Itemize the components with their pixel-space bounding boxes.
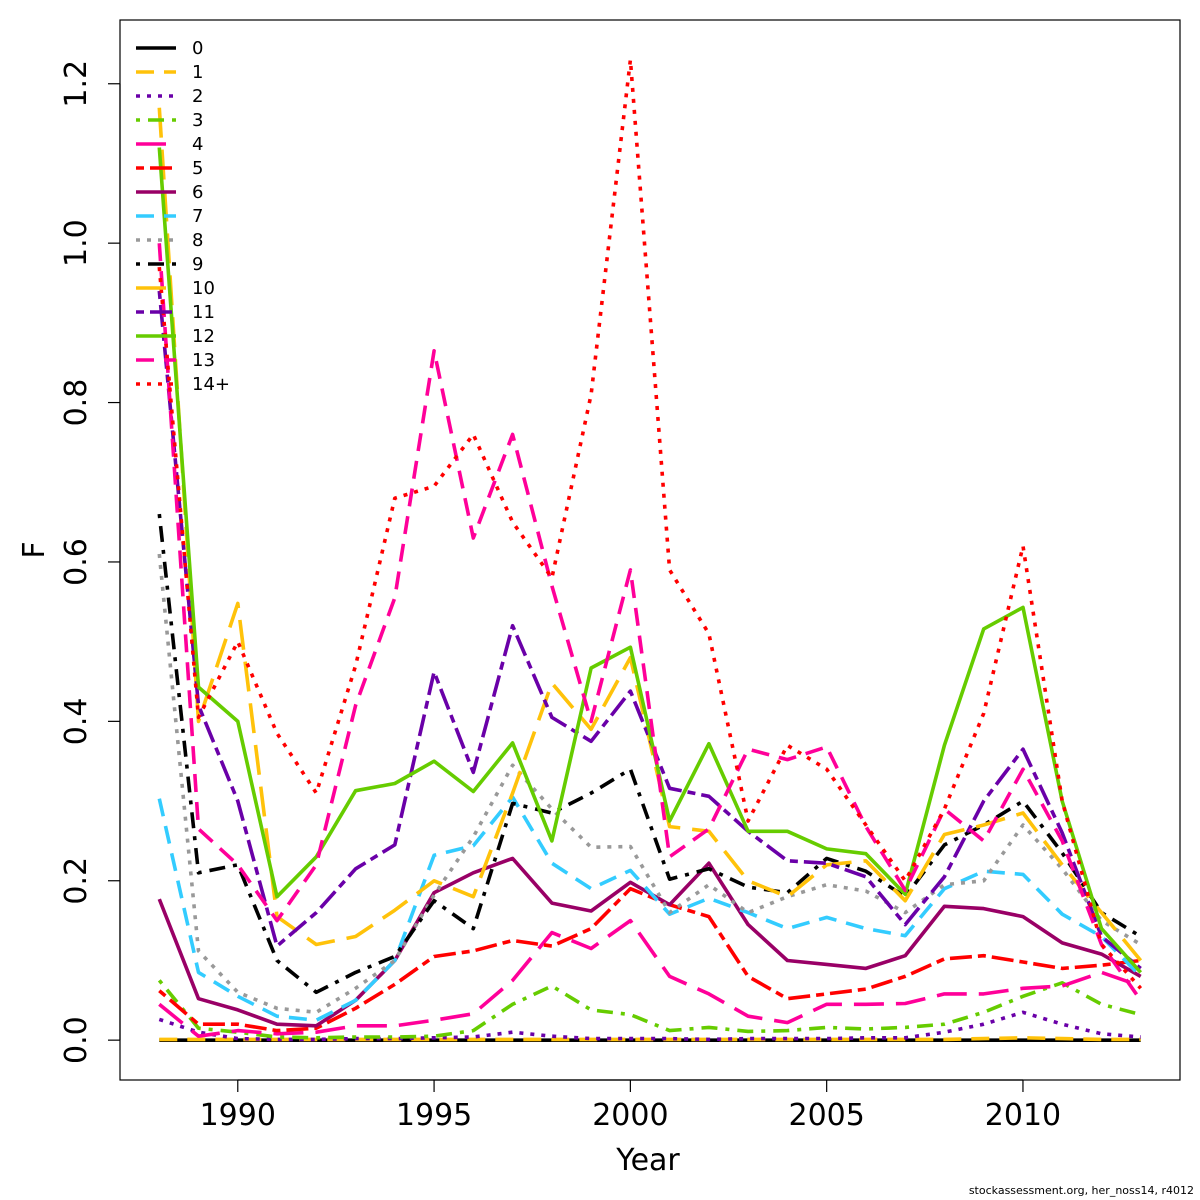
y-tick-label: 0.8 [59,379,94,427]
legend-label: 14+ [192,374,230,395]
legend-label: 13 [192,350,215,371]
series-line-10 [157,107,1143,962]
y-tick-label: 0.2 [59,857,94,905]
x-tick-label: 2005 [788,1098,864,1133]
series-line-9 [157,513,1142,995]
x-tick-label: 1990 [200,1098,276,1133]
y-tick-label: 0.4 [59,697,94,745]
y-tick-label: 1.2 [59,60,94,108]
legend-label: 11 [192,302,215,323]
legend-label: 7 [192,206,203,227]
y-tick-label: 0.0 [59,1016,94,1064]
series-line-12 [157,147,1143,974]
y-tick-label: 1.0 [59,219,94,267]
legend-label: 3 [192,110,203,131]
legend-label: 9 [192,254,203,275]
x-axis-title: Year [615,1143,680,1178]
x-tick-label: 1995 [396,1098,472,1133]
x-tick-label: 2000 [592,1098,668,1133]
series-line-14plus [157,57,1143,990]
x-tick-label: 2010 [985,1098,1061,1133]
plot-frame [119,19,1181,1081]
series-line-7 [157,795,1142,1023]
legend-label: 1 [192,62,203,83]
legend-label: 4 [192,134,203,155]
series-line-13 [157,243,1143,1002]
legend-label: 2 [192,86,203,107]
legend-label: 0 [192,38,203,59]
series-line-5 [158,886,1141,1033]
y-tick-label: 0.6 [59,538,94,586]
legend-label: 6 [192,182,203,203]
series-line-6 [157,856,1142,1028]
series-line-3 [157,979,1142,1040]
series-line-4 [158,918,1142,1038]
credit-text: stockassessment.org, her_noss14, r4012 [969,1184,1194,1197]
series-lines [157,57,1143,1042]
y-axis: 0.0 0.2 0.4 0.6 0.8 1.0 1.2 [59,60,121,1064]
series-line-2 [158,1010,1141,1042]
legend-label: 8 [192,230,203,251]
legend-label: 12 [192,326,215,347]
x-axis: 1990 1995 2000 2005 2010 [200,1079,1061,1133]
series-line-11 [157,290,1142,970]
legend-label: 10 [192,278,215,299]
legend-label: 5 [192,158,203,179]
series-line-1 [159,1036,1141,1042]
y-axis-title: F [17,541,52,558]
